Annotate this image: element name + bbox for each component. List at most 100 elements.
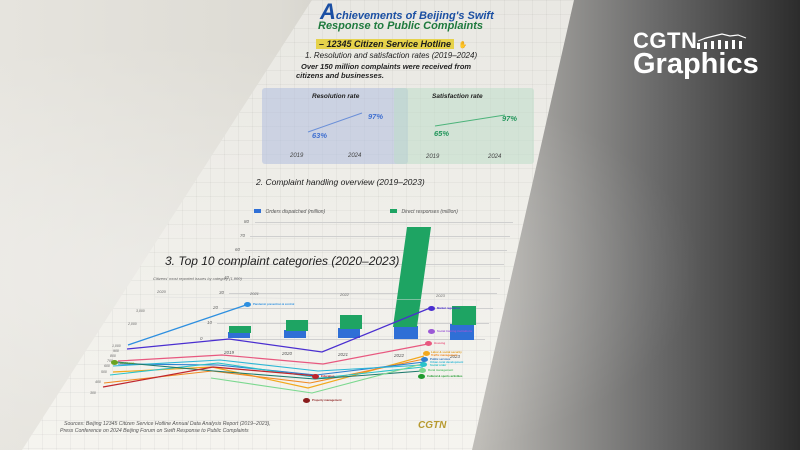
property-marker [303,398,310,403]
xlabel-2023: 2023 [450,354,461,359]
label-housing: Housing [434,341,446,345]
bar-2019-direct [229,326,251,333]
bar-2019-orders [228,332,250,338]
label-market: Market regulation [437,306,461,310]
labor-marker [423,351,430,356]
gridline [223,308,493,309]
education-marker [312,374,319,379]
bar-2023-orders [450,324,474,340]
ytick-70: 70 [240,233,246,238]
satisfaction-year-start: 2019 [426,154,440,160]
label-order: Social order [430,363,447,367]
title-initial: A [320,0,336,24]
label-pandemic: Pandemic prevention & control [253,302,295,306]
cgtn-logo-text: CGTN [633,28,698,53]
label-culture: Cultural & sports activities [427,374,463,378]
satisfaction-rate-title: Satisfaction rate [432,93,483,100]
resolution-year-end: 2024 [348,153,362,159]
ytick-0: 0 [200,336,203,341]
hotline-subtitle: – 12345 Citizen Service Hotline ✋ [316,34,467,52]
graphics-logo-text: Graphics [633,48,759,80]
section1-heading: 1. Resolution and satisfaction rates (20… [305,51,478,60]
bar-2022-orders [394,326,418,339]
line-ytick-1000: 1,000 [112,344,121,348]
hotline-label: – 12345 Citizen Service Hotline [316,39,455,49]
hand-phone-icon: ✋ [458,42,468,49]
satisfaction-rate-end: 97% [502,114,518,123]
legend-direct-responses: Direct responses (million) [390,200,458,218]
bar-2021-orders [338,328,360,338]
satisfaction-year-end: 2024 [488,154,502,160]
satisfaction-rate-panel [394,88,534,164]
resolution-rate-line [307,112,363,133]
section1-note-line2: citizens and businesses. [296,71,384,80]
ytick-50: 50 [230,261,236,266]
xlabel-2020: 2020 [282,351,293,356]
gridline [210,339,485,340]
label-traffic: Traffic management [431,353,458,357]
ytick-30: 30 [219,290,225,295]
line-ytick-700: 700 [107,359,113,363]
healthcare-marker [111,360,118,365]
gridline [240,264,504,265]
sources-line1: Sources: Beijing 12345 Citizen Service H… [64,421,271,427]
title-line2: Response to Public Complaints [318,20,484,32]
label-training: Social training institutions [437,329,473,333]
gridline [229,293,497,294]
section3-heading: 3. Top 10 complaint categories (2020–202… [165,254,400,268]
line-year-2021: 2021 [250,291,259,296]
section3-subtitle: Citizens' most reported issues by catego… [153,276,242,281]
label-public: Public services [430,357,451,361]
bar-2020-direct [286,320,308,331]
training-marker [428,329,435,334]
resolution-year-start: 2019 [290,153,304,159]
title-line1: chievements of Beijing's Swift [335,10,494,22]
line-year-2023: 2023 [436,293,445,298]
pandemic-marker [244,302,251,307]
label-education: Education [321,374,335,378]
infographic-title: Achievements of Beijing's Swift [320,0,494,25]
line-year-2020: 2020 [157,289,166,294]
legend-swatch-blue [254,209,261,213]
line-ytick-500: 500 [101,370,107,374]
gridline [255,222,513,223]
resolution-rate-end: 97% [368,112,384,121]
culture-marker [418,374,425,379]
resolution-rate-title: Resolution rate [312,93,360,100]
ytick-40: 40 [224,275,230,280]
line-ytick-3000: 3,000 [136,309,145,313]
line-ytick-800: 800 [110,354,116,358]
line-ytick-600: 600 [104,364,110,368]
public-marker [421,357,428,362]
ytick-80: 80 [244,219,250,224]
bar-2020-orders [284,330,306,338]
resolution-rate-start: 63% [312,131,328,140]
xlabel-2021: 2021 [338,352,349,357]
xlabel-2019: 2019 [224,350,235,355]
market-marker [428,306,435,311]
gridline [250,236,510,237]
housing-marker [425,341,432,346]
legend-orders-dispatched: Orders dispatched (million) [254,200,325,218]
ytick-60: 60 [235,247,241,252]
gridline [245,250,507,251]
section1-note-line1: Over 150 million complaints were receive… [301,62,472,71]
sources-line2: Press Conference on 2024 Beijing Forum o… [60,428,249,434]
label-rural: Rural management [428,368,454,372]
cgtn-watermark: CGTN [418,420,447,431]
line-ytick-400: 400 [95,380,101,384]
satisfaction-rate-start: 65% [434,129,450,138]
satisfaction-rate-line [434,114,506,127]
rural-marker [419,368,426,373]
section2-heading: 2. Complaint handling overview (2019–202… [256,177,425,187]
bar-chart-logo-icon [697,33,747,49]
line-ytick-900: 900 [113,349,119,353]
bar-2021-direct [340,315,362,329]
gridline [234,278,500,279]
line-ytick-300: 300 [90,391,96,395]
line-ytick-2000: 2,000 [128,322,137,326]
ytick-10: 10 [207,320,213,325]
line-year-2022: 2022 [340,292,349,297]
label-healthcare: Healthcare [120,361,135,365]
